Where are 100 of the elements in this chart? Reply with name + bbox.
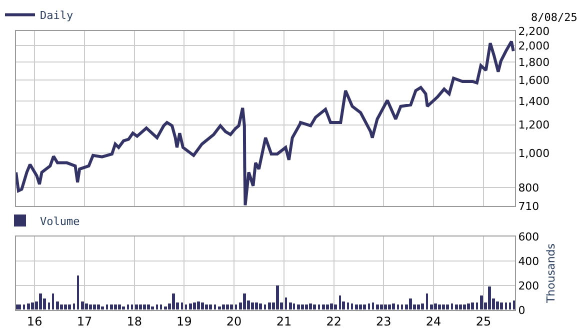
bar [376,304,379,310]
bar [110,304,113,310]
bar [513,300,515,310]
bar [18,304,21,310]
y-tick-label: 1,800 [518,56,550,69]
bar [156,304,158,310]
x-tick-label: 18 [126,314,142,328]
bar [251,302,254,310]
y-axis-title: Thousands [544,243,558,304]
bar [380,304,383,310]
bar [268,302,271,310]
bar [446,304,449,310]
bar [301,304,304,310]
bar [417,304,420,310]
bar [147,304,150,310]
bar [330,304,333,310]
y-tick-label: 600 [518,230,540,244]
bar [106,304,108,310]
bar [421,304,424,310]
bar [500,302,503,310]
y-tick-label: 0 [518,304,526,317]
bar [430,304,433,310]
bar [226,304,229,310]
bar [48,302,50,310]
bar [496,302,499,310]
bar [467,304,470,310]
bar [193,302,196,310]
bar [318,304,320,310]
bar [334,304,337,310]
bar [372,302,374,310]
bar [305,304,308,310]
bar [363,304,366,310]
y-tick-label: 1,000 [518,146,550,160]
bar [64,304,67,310]
bar [131,304,133,310]
bar [455,304,458,310]
bar [143,304,146,310]
bar [185,304,187,310]
bar [114,304,117,310]
bar [293,304,295,310]
bar [471,302,474,310]
bar [52,294,54,310]
bar [230,304,233,310]
bar [27,304,30,310]
bar [355,304,358,310]
bar [135,304,138,310]
bar [289,302,292,310]
bar [426,294,428,310]
bar [401,304,403,310]
bar [409,298,412,310]
bar [442,304,445,310]
bar [81,302,84,310]
bar [189,304,192,310]
x-tick-label: 25 [476,314,492,328]
x-tick-label: 22 [326,314,342,328]
y-tick-label: 1,200 [518,118,550,132]
bar [60,304,63,310]
bar [160,304,162,310]
bar [451,304,453,310]
bar [392,304,395,310]
x-tick-label: 24 [426,314,442,328]
x-tick-label: 16 [26,314,42,328]
bar [384,304,387,310]
bar [434,304,437,310]
bar [101,306,104,310]
x-tick-label: 23 [376,314,392,328]
bar [214,304,216,310]
legend-label: Daily [40,9,74,22]
bar [476,302,478,310]
bar [222,304,225,310]
bar [93,304,96,310]
bar [359,304,362,310]
bar [255,302,258,310]
bar [201,302,204,310]
bar [463,304,466,310]
bar [209,304,212,310]
y-tick-label: 1,400 [518,94,550,108]
y-tick-label: 200 [518,279,540,292]
bar [509,302,511,310]
bar [480,296,483,310]
bar [164,306,167,310]
bar [97,304,100,310]
bar [139,304,142,310]
bar [89,304,92,310]
bar [351,304,353,310]
legend-label: Volume [40,214,80,228]
bar [127,304,129,310]
y-tick-label: 1,600 [518,74,550,88]
text: 8/08/25 [531,11,578,24]
bar [122,306,125,310]
x-tick-label: 20 [226,314,242,328]
bar [459,304,462,310]
y-tick-label: 710 [518,200,540,213]
bar [347,302,349,310]
bar [205,304,208,310]
bar [68,304,71,310]
bar [85,304,88,310]
bar [285,298,287,310]
y-tick-label: 400 [518,254,540,268]
bar [264,304,266,310]
